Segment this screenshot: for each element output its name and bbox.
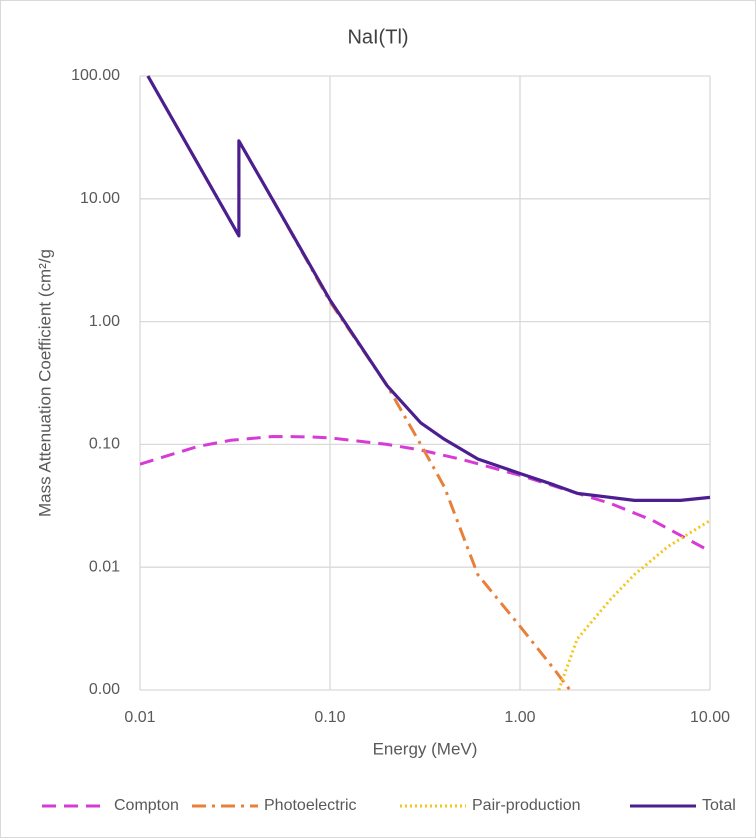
y-tick-label: 10.00: [80, 190, 120, 207]
legend-label: Compton: [114, 797, 179, 814]
plot-area: [140, 75, 711, 691]
x-tick-label: 0.01: [124, 709, 155, 726]
series-line: [140, 435, 711, 553]
x-tick-label: 0.10: [314, 709, 345, 726]
y-tick-label: 1.00: [89, 313, 120, 330]
x-tick-label: 1.00: [504, 709, 535, 726]
y-tick-label: 0.00: [89, 681, 120, 698]
y-tick-label: 0.01: [89, 558, 120, 575]
legend: Compton Photoelectric Pair-production Total: [42, 797, 736, 814]
legend-label: Total: [702, 797, 736, 814]
y-tick-label: 0.10: [89, 436, 120, 453]
y-axis-title: Mass Attenuation Coefficient (cm²/g: [35, 249, 54, 517]
x-tick-label: 10.00: [690, 709, 730, 726]
legend-label: Pair-production: [472, 797, 581, 814]
series-line: [557, 519, 711, 691]
chart-title: NaI(Tl): [347, 26, 408, 48]
legend-label: Photoelectric: [264, 797, 357, 814]
x-axis-title: Energy (MeV): [373, 739, 478, 758]
y-tick-label: 100.00: [71, 67, 120, 84]
series-line: [146, 75, 711, 502]
